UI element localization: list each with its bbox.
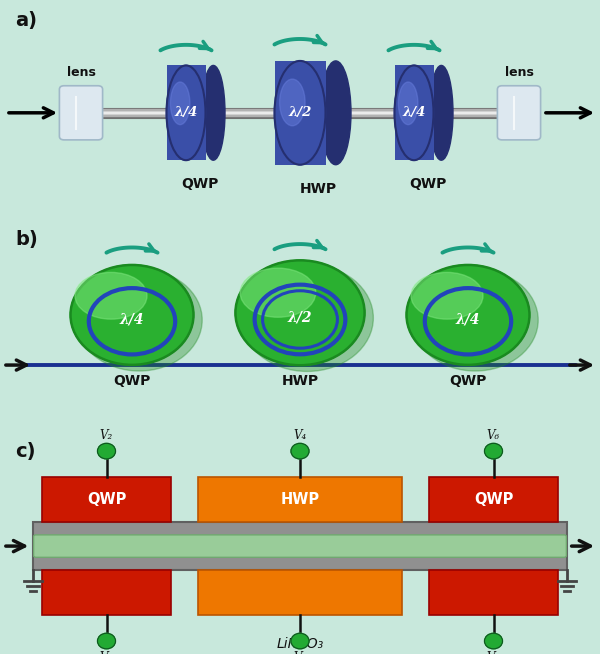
Text: λ/4: λ/4 xyxy=(403,107,425,119)
Ellipse shape xyxy=(75,272,147,319)
Text: V₃: V₃ xyxy=(293,651,307,654)
Ellipse shape xyxy=(395,65,433,160)
Ellipse shape xyxy=(202,65,225,160)
FancyBboxPatch shape xyxy=(198,477,402,523)
Text: V₆: V₆ xyxy=(487,428,500,441)
Ellipse shape xyxy=(485,633,503,649)
Text: QWP: QWP xyxy=(87,492,126,508)
Polygon shape xyxy=(395,65,461,160)
Text: QWP: QWP xyxy=(181,177,218,192)
Text: QWP: QWP xyxy=(409,177,446,192)
Text: λ/2: λ/2 xyxy=(288,310,312,324)
Text: λ/4: λ/4 xyxy=(175,107,197,119)
Text: V₂: V₂ xyxy=(100,428,113,441)
Ellipse shape xyxy=(412,269,538,371)
Ellipse shape xyxy=(398,82,418,125)
Ellipse shape xyxy=(97,633,115,649)
Text: b): b) xyxy=(15,230,38,249)
Text: LiNbO₃: LiNbO₃ xyxy=(277,636,323,651)
Ellipse shape xyxy=(170,82,190,125)
Ellipse shape xyxy=(485,443,503,459)
FancyBboxPatch shape xyxy=(42,570,171,615)
Ellipse shape xyxy=(97,443,115,459)
Ellipse shape xyxy=(280,79,305,126)
Text: c): c) xyxy=(15,443,35,462)
Polygon shape xyxy=(275,61,361,165)
Ellipse shape xyxy=(411,272,483,319)
Ellipse shape xyxy=(76,269,202,371)
Ellipse shape xyxy=(291,633,309,649)
FancyBboxPatch shape xyxy=(429,570,558,615)
Ellipse shape xyxy=(241,264,373,371)
FancyBboxPatch shape xyxy=(198,570,402,615)
Text: λ/4: λ/4 xyxy=(120,312,144,326)
Ellipse shape xyxy=(240,268,316,317)
Text: HWP: HWP xyxy=(281,374,319,388)
Ellipse shape xyxy=(275,61,325,165)
Ellipse shape xyxy=(430,65,453,160)
Text: lens: lens xyxy=(67,66,95,79)
FancyBboxPatch shape xyxy=(429,477,558,523)
Text: QWP: QWP xyxy=(474,492,513,508)
Text: lens: lens xyxy=(505,66,533,79)
FancyBboxPatch shape xyxy=(34,535,566,557)
Text: HWP: HWP xyxy=(280,492,320,508)
Text: λ/2: λ/2 xyxy=(289,107,311,119)
Ellipse shape xyxy=(320,61,351,165)
Ellipse shape xyxy=(167,65,205,160)
FancyBboxPatch shape xyxy=(59,86,103,140)
Text: HWP: HWP xyxy=(299,182,337,196)
FancyBboxPatch shape xyxy=(42,477,171,523)
Ellipse shape xyxy=(71,265,193,365)
Ellipse shape xyxy=(235,260,365,365)
Text: V₅: V₅ xyxy=(487,651,500,654)
Text: a): a) xyxy=(15,11,37,30)
Text: V₁: V₁ xyxy=(100,651,113,654)
Text: QWP: QWP xyxy=(113,373,151,388)
Text: QWP: QWP xyxy=(449,373,487,388)
Text: V₄: V₄ xyxy=(293,428,307,441)
Ellipse shape xyxy=(407,265,530,365)
Ellipse shape xyxy=(291,443,309,459)
Text: λ/4: λ/4 xyxy=(456,312,480,326)
FancyBboxPatch shape xyxy=(497,86,541,140)
FancyBboxPatch shape xyxy=(33,523,567,570)
Polygon shape xyxy=(167,65,233,160)
